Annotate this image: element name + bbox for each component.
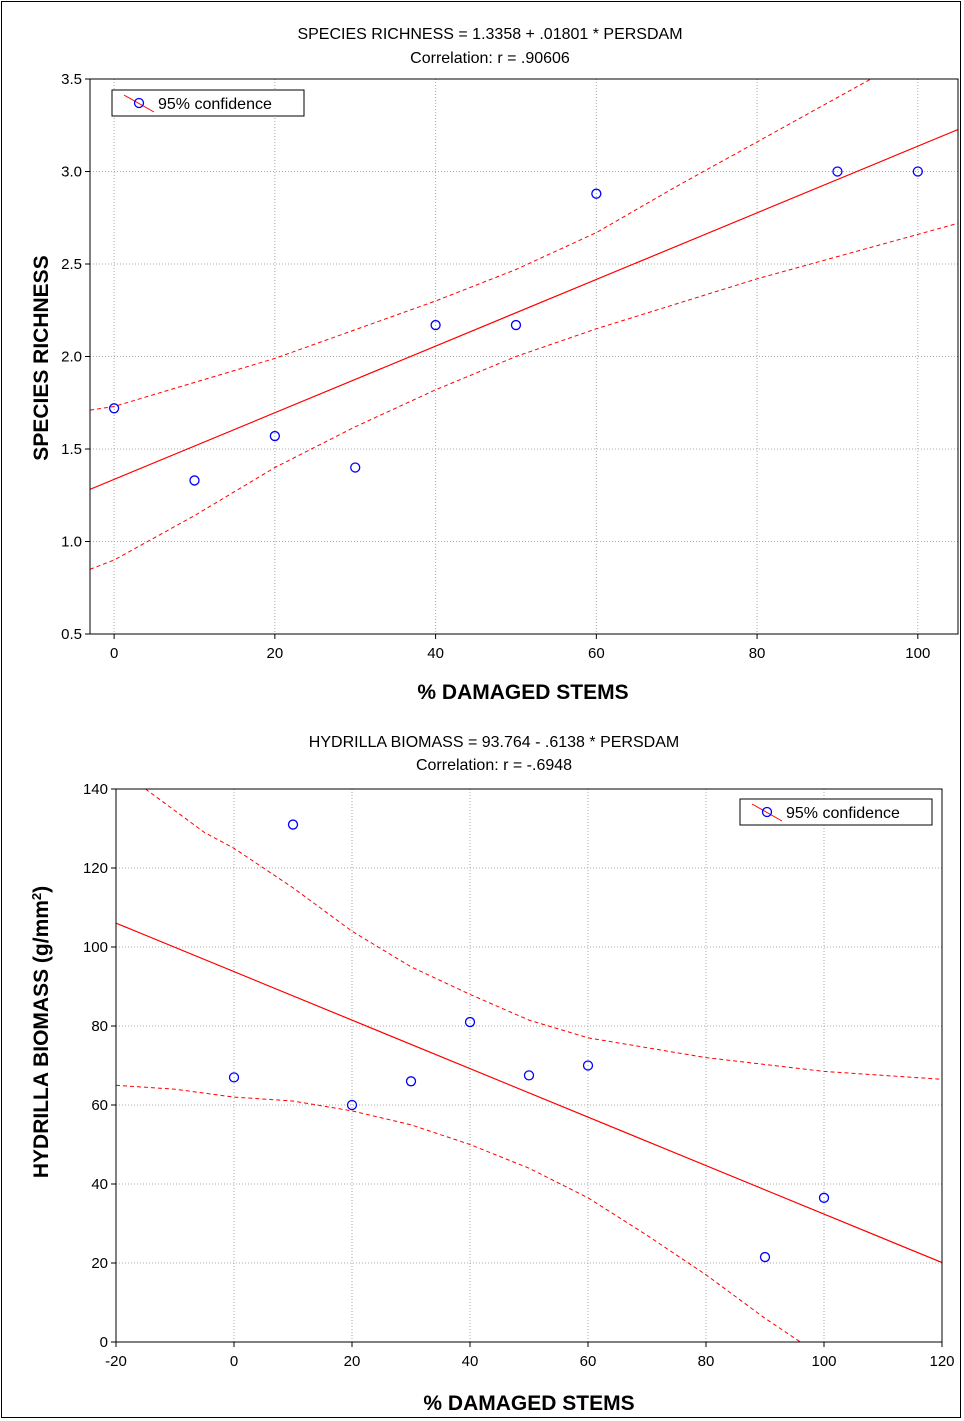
chart-1-points (108, 166, 923, 486)
chart-2-data-point (228, 1072, 240, 1083)
chart-1-y-axis-label: SPECIES RICHNESS (30, 255, 53, 460)
chart-2-data-point (759, 1251, 771, 1263)
chart-2-x-ticks: -20 0 20 40 60 80 100 120 (105, 1342, 955, 1370)
chart-2-x-tick-label: 100 (811, 1353, 836, 1370)
chart-2-y-tick-label: 20 (91, 1255, 108, 1272)
chart-2-x-tick-label: 0 (230, 1353, 238, 1370)
chart-2-y-tick-label: 0 (100, 1334, 108, 1351)
chart-1-data-point (591, 188, 602, 199)
chart-2-data-point (582, 1060, 594, 1071)
chart-1-plot-area (90, 79, 958, 634)
chart-2-data-point (346, 1099, 358, 1111)
chart-1-y-ticks: 0.5 1.0 1.5 2.0 2.5 3.0 3.5 (61, 71, 90, 643)
chart-1-x-tick-label: 60 (588, 645, 605, 662)
chart-2-x-tick-label: 20 (344, 1353, 361, 1370)
chart-1-data-point (108, 403, 120, 414)
chart-1-y-tick-label: 2.0 (61, 349, 82, 366)
chart-1-data-point (269, 430, 281, 442)
chart-2-fit (116, 922, 942, 1264)
chart-1-legend: 95% confidence (111, 89, 305, 117)
chart-1-x-tick-label: 100 (905, 645, 930, 662)
chart-1-y-tick-label: 2.5 (61, 256, 82, 273)
chart-1-y-tick-label: 0.5 (61, 626, 82, 643)
chart-1-confidence-band (90, 79, 958, 570)
chart-1-x-tick-label: 20 (267, 645, 284, 662)
chart-2-y-axis-label-tail: ) (30, 886, 53, 893)
chart-2-y-ticks: 0 20 40 60 80 100 120 140 (83, 781, 116, 1351)
chart-2-y-axis-label: HYDRILLA BIOMASS (g/mm2) (29, 886, 54, 1178)
chart-2-legend: 95% confidence (739, 798, 933, 826)
chart-1-data-point (430, 319, 441, 331)
chart-1-data-point (189, 475, 200, 486)
chart-1-y-tick-label: 3.5 (61, 71, 82, 88)
chart-1-x-ticks: 0 20 40 60 80 100 (110, 634, 930, 662)
chart-2-ci-upper-line (145, 789, 942, 1080)
chart-2-subtitle: Correlation: r = -.6948 (416, 757, 572, 774)
chart-1-legend-marker-swatch (133, 97, 145, 109)
chart-2-points (228, 819, 830, 1263)
chart-1: 0 20 40 60 80 100 0.5 1.0 1.5 2.0 2.5 3.0 3.5 SPECI… (30, 26, 959, 704)
chart-1-x-tick-label: 40 (427, 645, 444, 662)
chart-2-y-tick-label: 100 (83, 939, 108, 956)
chart-1-y-axis-label-main: SPECIES RICHNESS (30, 255, 53, 460)
chart-2-x-tick-label: 80 (698, 1353, 715, 1370)
chart-2-confidence-band (116, 789, 942, 1342)
chart-2-legend-marker-swatch (761, 806, 773, 818)
chart-2-x-axis-label: % DAMAGED STEMS (423, 1392, 634, 1415)
chart-2-y-tick-label: 140 (83, 781, 108, 798)
chart-1-regression-line (90, 128, 958, 490)
chart-2-data-point (405, 1076, 417, 1087)
chart-1-ci-upper-line (90, 79, 872, 411)
chart-2-y-axis-label-sup: 2 (29, 893, 44, 900)
chart-1-x-axis-label: % DAMAGED STEMS (417, 681, 628, 704)
chart-2-legend-label: 95% confidence (786, 805, 900, 822)
chart-1-title: SPECIES RICHNESS = 1.3358 + .01801 * PER… (297, 26, 682, 43)
chart-2-ci-lower-line (116, 1084, 801, 1342)
chart-1-x-tick-label: 80 (749, 645, 766, 662)
chart-1-subtitle: Correlation: r = .90606 (410, 50, 570, 67)
chart-1-fit (90, 128, 958, 490)
chart-2: -20 0 20 40 60 80 100 120 0 20 40 60 80 100 120 140 HY… (29, 734, 955, 1415)
chart-2-y-tick-label: 80 (91, 1018, 108, 1035)
chart-2-data-point (287, 819, 299, 830)
chart-1-data-point (350, 462, 361, 473)
chart-1-legend-line-swatch (123, 94, 155, 113)
chart-2-y-tick-label: 60 (91, 1097, 108, 1114)
chart-2-legend-line-swatch (751, 803, 783, 822)
chart-2-plot-area (116, 789, 942, 1342)
chart-1-ci-lower-line (90, 222, 958, 570)
chart-2-data-point (523, 1070, 535, 1081)
chart-1-y-tick-label: 1.0 (61, 534, 82, 551)
chart-2-x-tick-label: 60 (580, 1353, 597, 1370)
chart-1-x-tick-label: 0 (110, 645, 118, 662)
chart-2-data-point (464, 1016, 476, 1028)
chart-2-plot-border (115, 788, 943, 1343)
chart-2-x-tick-label: -20 (105, 1353, 127, 1370)
chart-2-y-axis-label-main: HYDRILLA BIOMASS (g/mm (30, 900, 53, 1178)
chart-2-y-tick-label: 40 (91, 1176, 108, 1193)
chart-1-y-tick-label: 3.0 (61, 164, 82, 181)
chart-1-data-point (832, 166, 843, 177)
chart-1-y-tick-label: 1.5 (61, 441, 82, 458)
chart-1-legend-label: 95% confidence (158, 96, 272, 113)
chart-1-data-point (912, 166, 923, 177)
chart-2-y-tick-label: 120 (83, 860, 108, 877)
chart-2-data-point (818, 1192, 830, 1203)
chart-2-x-tick-label: 120 (929, 1353, 954, 1370)
chart-2-x-tick-label: 40 (462, 1353, 479, 1370)
chart-2-regression-line (116, 922, 942, 1264)
chart-1-data-point (510, 319, 522, 331)
chart-2-title: HYDRILLA BIOMASS = 93.764 - .6138 * PERS… (309, 734, 679, 751)
